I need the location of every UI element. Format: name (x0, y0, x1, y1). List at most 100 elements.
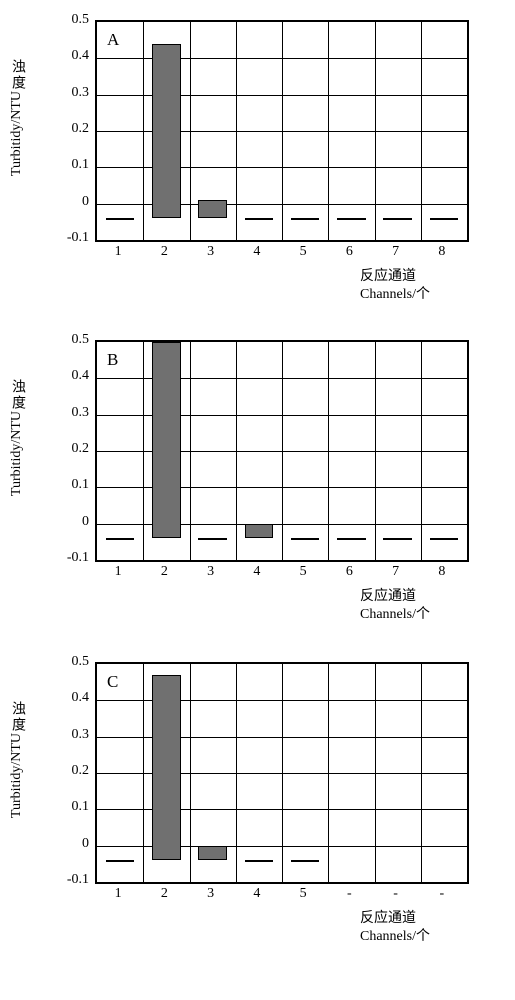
gridline-v (375, 342, 376, 560)
y-tick-label: -0.1 (49, 550, 89, 566)
x-axis-label-en: Channels/个 (360, 606, 430, 624)
panel-a: 浊度Turbitidy/NTUA-0.100.10.20.30.40.51234… (0, 20, 515, 328)
x-tick-label: 2 (161, 244, 168, 260)
x-tick-label: 3 (207, 564, 214, 580)
x-axis-label-cn: 反应通道 (360, 910, 430, 928)
bar (291, 538, 320, 540)
panel-c: 浊度Turbitidy/NTUC-0.100.10.20.30.40.51234… (0, 662, 515, 970)
bar (245, 218, 274, 220)
y-tick-label: 0.3 (49, 85, 89, 101)
x-axis-label: 反应通道Channels/个 (360, 588, 430, 623)
x-tick-label: 4 (253, 564, 260, 580)
y-tick-label: 0 (49, 194, 89, 210)
x-axis-label-cn: 反应通道 (360, 588, 430, 606)
gridline-v (328, 22, 329, 240)
panel-letter: C (107, 672, 118, 692)
x-tick-label: 3 (207, 886, 214, 902)
bar (152, 675, 181, 860)
x-tick-label: 1 (115, 244, 122, 260)
gridline-v (143, 22, 144, 240)
y-tick-label: 0.2 (49, 763, 89, 779)
gridline-v (190, 342, 191, 560)
y-tick-label: -0.1 (49, 230, 89, 246)
y-tick-label: 0 (49, 836, 89, 852)
x-tick-label: 4 (253, 244, 260, 260)
panel-letter: B (107, 350, 118, 370)
bar (337, 218, 366, 220)
x-tick-label: 2 (161, 564, 168, 580)
bar (383, 538, 412, 540)
x-tick-label: 6 (346, 244, 353, 260)
bar (291, 860, 320, 862)
gridline-v (282, 22, 283, 240)
y-tick-label: 0.5 (49, 654, 89, 670)
x-tick-label: 1 (115, 564, 122, 580)
gridline-v (421, 22, 422, 240)
x-tick-label: 8 (438, 244, 445, 260)
y-tick-label: 0.3 (49, 405, 89, 421)
gridline-v (236, 664, 237, 882)
x-tick-label: 8 (438, 564, 445, 580)
bar (430, 538, 459, 540)
bar (198, 846, 227, 861)
bar (245, 860, 274, 862)
y-tick-label: 0.4 (49, 368, 89, 384)
gridline-v (190, 664, 191, 882)
gridline-v (143, 664, 144, 882)
gridline-v (143, 342, 144, 560)
panel-letter: A (107, 30, 119, 50)
gridline-v (282, 342, 283, 560)
x-tick-label: 7 (392, 244, 399, 260)
x-tick-label: 3 (207, 244, 214, 260)
gridline-v (421, 664, 422, 882)
y-axis-label-en: Turbitidy/NTU (10, 733, 24, 818)
bar (152, 342, 181, 538)
gridline-v (282, 664, 283, 882)
x-axis-label-en: Channels/个 (360, 286, 430, 304)
y-axis-label: 浊度Turbitidy/NTU (10, 701, 24, 818)
x-tick-label: 7 (392, 564, 399, 580)
y-axis-label-cn: 浊度 (10, 59, 24, 91)
y-axis-label: 浊度Turbitidy/NTU (10, 379, 24, 496)
y-tick-label: 0.5 (49, 12, 89, 28)
gridline-v (328, 664, 329, 882)
gridline-v (375, 664, 376, 882)
bar (198, 538, 227, 540)
y-tick-label: -0.1 (49, 872, 89, 888)
gridline-v (375, 22, 376, 240)
x-axis-label-en: Channels/个 (360, 928, 430, 946)
x-tick-label: 5 (300, 244, 307, 260)
bar (198, 200, 227, 218)
y-tick-label: 0.1 (49, 157, 89, 173)
y-tick-label: 0.4 (49, 690, 89, 706)
y-tick-label: 0 (49, 514, 89, 530)
y-tick-label: 0.2 (49, 121, 89, 137)
gridline-v (421, 342, 422, 560)
x-axis-label: 反应通道Channels/个 (360, 268, 430, 303)
bar (337, 538, 366, 540)
x-tick-label: 4 (253, 886, 260, 902)
plot-area: A (95, 20, 469, 242)
bar (152, 44, 181, 218)
x-tick-label: - (393, 886, 398, 902)
x-tick-label: - (440, 886, 445, 902)
bar (291, 218, 320, 220)
bar (106, 538, 135, 540)
y-axis-label-cn: 浊度 (10, 701, 24, 733)
x-tick-label: 5 (300, 564, 307, 580)
gridline-v (236, 342, 237, 560)
bar (383, 218, 412, 220)
x-tick-label: 2 (161, 886, 168, 902)
panel-b: 浊度Turbitidy/NTUB-0.100.10.20.30.40.51234… (0, 340, 515, 648)
x-axis-label: 反应通道Channels/个 (360, 910, 430, 945)
gridline-v (328, 342, 329, 560)
x-tick-label: 6 (346, 564, 353, 580)
y-tick-label: 0.3 (49, 727, 89, 743)
y-axis-label-cn: 浊度 (10, 379, 24, 411)
x-tick-label: 5 (300, 886, 307, 902)
bar (245, 524, 274, 539)
x-tick-label: 1 (115, 886, 122, 902)
x-axis-label-cn: 反应通道 (360, 268, 430, 286)
plot-area: C (95, 662, 469, 884)
plot-area: B (95, 340, 469, 562)
